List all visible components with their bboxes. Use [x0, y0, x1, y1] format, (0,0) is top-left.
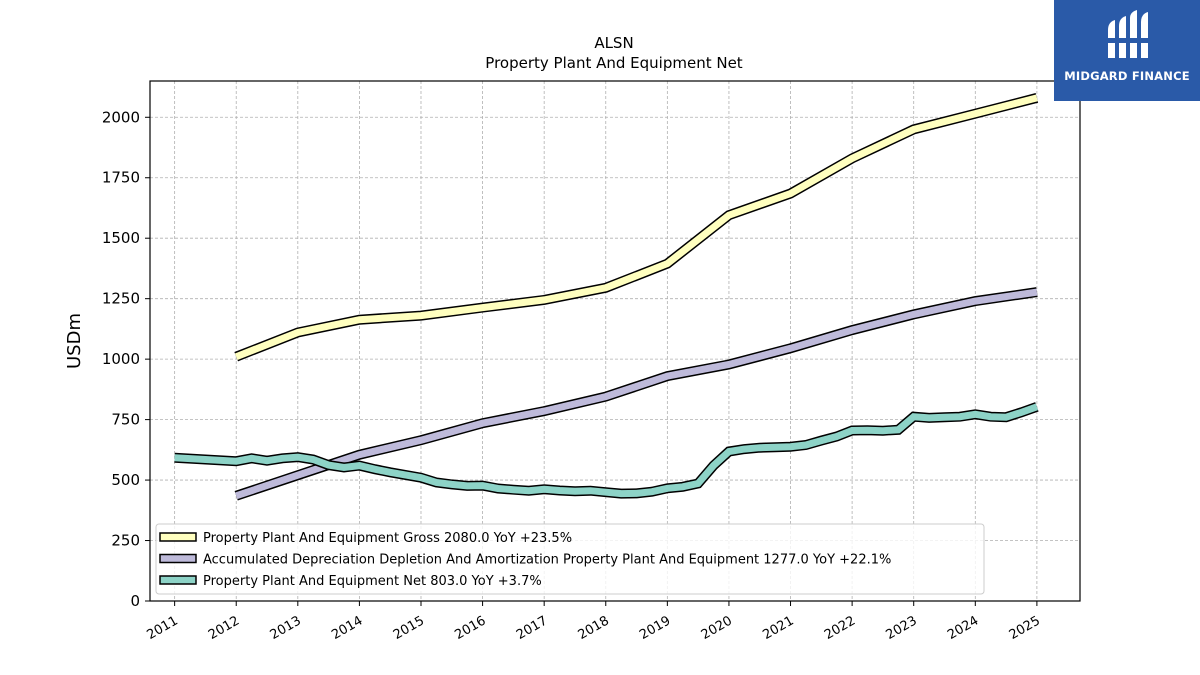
y-tick-label: 250 [111, 532, 140, 550]
y-tick-label: 750 [111, 411, 140, 429]
series-line [234, 94, 1038, 360]
logo-text: MIDGARD FINANCE [1064, 69, 1190, 83]
legend-entry: Property Plant And Equipment Net 803.0 Y… [203, 574, 542, 589]
chart-title: ALSN [594, 34, 633, 52]
legend-entry: Accumulated Depreciation Depletion And A… [203, 553, 891, 568]
x-tick-label: 2019 [637, 613, 673, 643]
x-tick-label: 2022 [822, 613, 858, 643]
legend-box [155, 523, 985, 595]
legend-entry: Property Plant And Equipment Gross 2080.… [203, 531, 572, 546]
y-tick-label: 0 [130, 592, 140, 610]
x-tick-label: 2017 [514, 613, 550, 643]
grid-lines [150, 81, 1080, 602]
y-tick-label: 500 [111, 471, 140, 489]
x-tick-label: 2013 [268, 613, 304, 643]
x-tick-label: 2024 [945, 613, 981, 643]
y-tick-label: 1750 [102, 169, 140, 187]
series-line [174, 403, 1039, 498]
y-tick-label: 1500 [102, 229, 140, 247]
y-axis-ticks: 0 250 500 750 1000 1250 1500 1750 2000 [102, 108, 150, 610]
chart-subtitle: Property Plant And Equipment Net [485, 54, 742, 72]
x-tick-label: 2014 [329, 613, 365, 643]
x-tick-label: 2018 [576, 613, 612, 643]
y-axis-label: USDm [64, 313, 85, 369]
x-tick-label: 2023 [884, 613, 920, 643]
x-tick-label: 2021 [760, 613, 796, 643]
legend: Property Plant And Equipment Gross 2080.… [155, 523, 985, 595]
y-tick-label: 1250 [102, 290, 140, 308]
x-axis-ticks: 2011 2012 2013 2014 2015 2016 2017 2018 2019 2020… [144, 601, 1043, 643]
y-tick-label: 1000 [102, 350, 140, 368]
legend-swatch [159, 575, 197, 585]
x-tick-label: 2016 [452, 613, 488, 643]
y-tick-label: 2000 [102, 108, 140, 126]
series-lines [174, 93, 1039, 501]
midgard-logo-icon [1106, 10, 1150, 58]
plot-frame [149, 80, 1081, 602]
x-tick-label: 2015 [391, 613, 427, 643]
legend-swatch [159, 532, 197, 542]
legend-swatch [159, 553, 197, 564]
x-tick-label: 2020 [699, 613, 735, 643]
x-tick-label: 2011 [144, 613, 180, 643]
series-line [235, 288, 1038, 500]
midgard-logo: MIDGARD FINANCE [1054, 0, 1200, 101]
x-tick-label: 2012 [206, 613, 242, 643]
x-tick-label: 2025 [1007, 613, 1043, 643]
